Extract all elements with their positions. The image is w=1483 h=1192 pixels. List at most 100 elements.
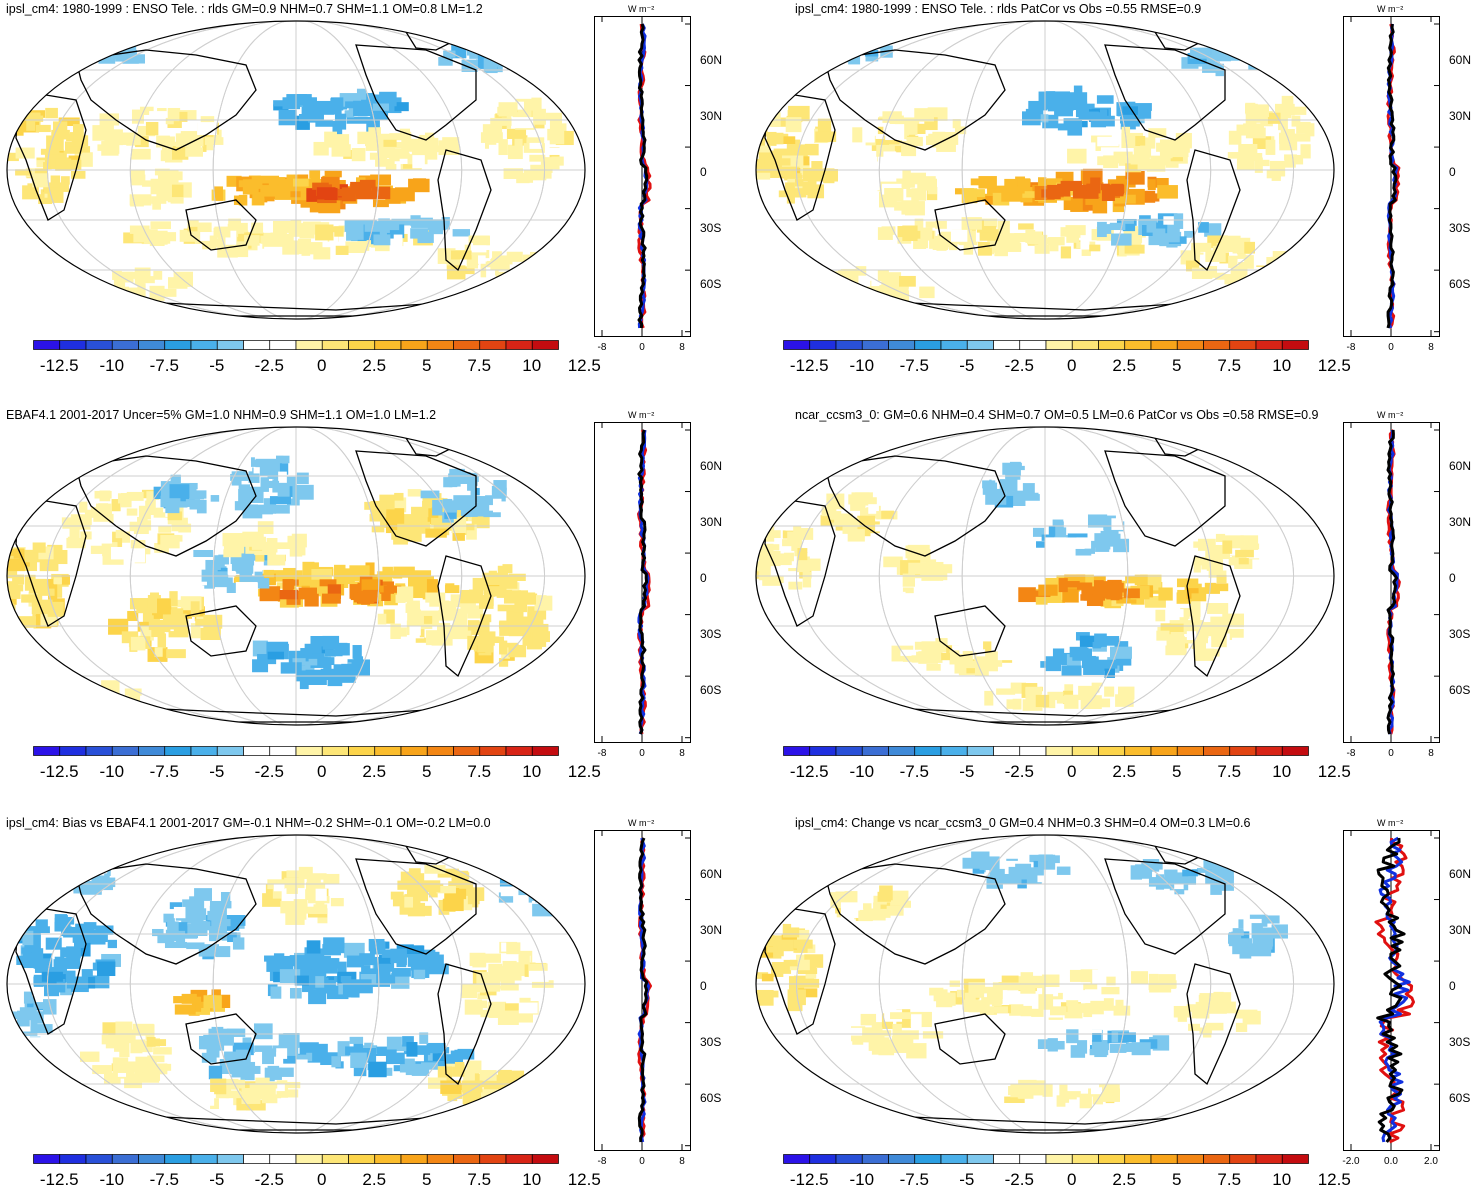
lat-label: 0 <box>1449 165 1456 179</box>
zonal-units: W m⁻² <box>1377 4 1404 14</box>
colorbar-tick-label: -5 <box>209 762 225 781</box>
zonal-units: W m⁻² <box>1377 818 1404 828</box>
colorbar-labels: -12.5 -10 -7.5 -5 -2.5 0 2.5 5 7.5 10 12.5 <box>33 762 601 784</box>
zonal-x-tick: 2.0 <box>1424 1156 1438 1167</box>
colorbar-tick-label: 7.5 <box>1217 356 1242 375</box>
colorbar-tick-label: -2.5 <box>254 356 284 375</box>
colorbar-tick-label: 0 <box>1067 356 1077 375</box>
lat-label: 0 <box>1449 979 1456 993</box>
map-robinson <box>755 20 1335 320</box>
zonal-x-tick: -8 <box>597 1156 607 1167</box>
colorbar-tick-label: 2.5 <box>1112 762 1137 781</box>
colorbar-tick-label: 12.5 <box>1317 1170 1351 1189</box>
zonal-units: W m⁻² <box>628 410 655 420</box>
colorbar <box>783 746 1309 756</box>
colorbar-tick-label: -5 <box>959 1170 975 1189</box>
map-robinson <box>6 20 586 320</box>
colorbar-tick-label: 2.5 <box>362 1170 387 1189</box>
zonal-x-tick: 8 <box>1428 748 1434 759</box>
lat-label: 30N <box>700 109 723 123</box>
map-robinson <box>755 426 1335 726</box>
lat-label: 60S <box>1449 683 1471 697</box>
colorbar-tick-label: 0 <box>317 1170 327 1189</box>
zonal-x-tick: 0.0 <box>1384 1156 1398 1167</box>
lat-label: 60S <box>700 683 722 697</box>
colorbar-tick-label: 12.5 <box>1317 356 1351 375</box>
colorbar-tick-label: 2.5 <box>362 356 387 375</box>
colorbar-tick-label: -12.5 <box>789 762 829 781</box>
lat-label: 30N <box>700 515 723 529</box>
colorbar-tick-label: -2.5 <box>254 762 284 781</box>
panel-title: ipsl_cm4: 1980-1999 : ENSO Tele. : rlds … <box>795 2 1202 16</box>
zonal-x-tick: 8 <box>679 1156 685 1167</box>
colorbar-tick-label: -7.5 <box>149 1170 179 1189</box>
colorbar-tick-label: -5 <box>209 356 225 375</box>
colorbar-tick-label: 10 <box>522 762 542 781</box>
zonal-x-tick: 0 <box>639 748 645 759</box>
zonal-units: W m⁻² <box>628 818 655 828</box>
zonal-mean-plot <box>1343 830 1440 1151</box>
zonal-units: W m⁻² <box>1377 410 1404 420</box>
zonal-x-tick: 0 <box>639 342 645 353</box>
colorbar-tick-label: -5 <box>959 762 975 781</box>
lat-label: 60N <box>700 459 723 473</box>
zonal-x-tick: 0 <box>1388 748 1394 759</box>
lat-label: 30N <box>700 923 723 937</box>
colorbar-tick-label: -10 <box>99 356 125 375</box>
zonal-units: W m⁻² <box>628 4 655 14</box>
colorbar-tick-label: 10 <box>1272 1170 1292 1189</box>
colorbar-tick-label: -10 <box>849 762 875 781</box>
zonal-x-tick: -8 <box>1346 748 1356 759</box>
lat-label: 0 <box>700 165 707 179</box>
zonal-x-tick: 8 <box>1428 342 1434 353</box>
colorbar-tick-label: 10 <box>1272 356 1292 375</box>
colorbar-tick-label: 5 <box>422 356 432 375</box>
colorbar-tick-label: 10 <box>522 1170 542 1189</box>
colorbar-tick-label: 0 <box>317 356 327 375</box>
colorbar-tick-label: 2.5 <box>1112 356 1137 375</box>
colorbar-tick-label: -2.5 <box>1004 762 1034 781</box>
lat-label: 30S <box>700 627 722 641</box>
colorbar-tick-label: 0 <box>1067 1170 1077 1189</box>
lat-label: 0 <box>1449 571 1456 585</box>
colorbar-tick-label: 5 <box>422 762 432 781</box>
colorbar-tick-label: -10 <box>99 1170 125 1189</box>
colorbar-tick-label: -2.5 <box>1004 356 1034 375</box>
zonal-x-tick: 0 <box>639 1156 645 1167</box>
lat-label: 30S <box>700 1035 722 1049</box>
map-robinson <box>755 834 1335 1134</box>
colorbar-tick-label: -2.5 <box>254 1170 284 1189</box>
colorbar-tick-label: -12.5 <box>789 1170 829 1189</box>
lat-label: 60S <box>700 277 722 291</box>
colorbar <box>783 1154 1309 1164</box>
lat-label: 60N <box>700 53 723 67</box>
colorbar-tick-label: -12.5 <box>39 762 79 781</box>
colorbar-tick-label: -2.5 <box>1004 1170 1034 1189</box>
colorbar-tick-label: 5 <box>1172 1170 1182 1189</box>
colorbar-tick-label: -12.5 <box>789 356 829 375</box>
colorbar-tick-label: -7.5 <box>899 356 929 375</box>
zonal-x-tick: 8 <box>679 748 685 759</box>
lat-label: 30S <box>1449 221 1471 235</box>
zonal-x-tick: -8 <box>1346 342 1356 353</box>
lat-label: 30S <box>1449 627 1471 641</box>
colorbar <box>33 746 559 756</box>
colorbar-tick-label: -5 <box>959 356 975 375</box>
lat-label: 30N <box>1449 923 1472 937</box>
colorbar-tick-label: -10 <box>849 1170 875 1189</box>
zonal-x-tick: -8 <box>597 748 607 759</box>
lat-label: 60S <box>1449 277 1471 291</box>
colorbar-tick-label: 0 <box>1067 762 1077 781</box>
colorbar-tick-label: 7.5 <box>1217 1170 1242 1189</box>
lat-label: 30N <box>1449 515 1472 529</box>
colorbar-tick-label: -5 <box>209 1170 225 1189</box>
colorbar-tick-label: 0 <box>317 762 327 781</box>
colorbar-labels: -12.5 -10 -7.5 -5 -2.5 0 2.5 5 7.5 10 12.5 <box>783 1170 1351 1192</box>
lat-label: 60N <box>1449 867 1472 881</box>
colorbar-tick-label: 7.5 <box>467 356 492 375</box>
colorbar <box>783 340 1309 350</box>
zonal-x-tick: 0 <box>1388 342 1394 353</box>
colorbar-tick-label: 10 <box>522 356 542 375</box>
lat-label: 30S <box>700 221 722 235</box>
zonal-x-tick: -2.0 <box>1342 1156 1360 1167</box>
